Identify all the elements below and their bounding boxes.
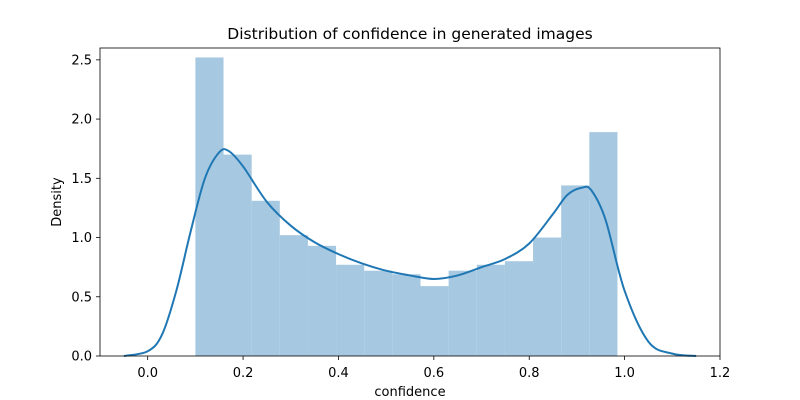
y-tick-label: 0.5 (71, 290, 92, 305)
x-axis-ticks: 0.0 0.2 0.4 0.6 0.8 1.0 1.2 (137, 356, 730, 381)
y-tick-label: 1.0 (71, 231, 92, 246)
x-tick-label: 0.6 (424, 366, 445, 381)
x-tick-label: 1.2 (710, 366, 731, 381)
histogram-bar (307, 245, 337, 356)
y-tick-label: 1.5 (71, 172, 92, 187)
x-tick-label: 0.4 (328, 366, 349, 381)
histogram-bar (336, 264, 365, 356)
plot-frame (99, 47, 721, 357)
kde-line (123, 148, 697, 357)
histogram-bars (195, 57, 618, 356)
histogram-bar (364, 270, 393, 356)
histogram-bar (448, 270, 477, 356)
x-tick-label: 0.8 (519, 366, 540, 381)
histogram-bar (504, 261, 534, 356)
y-tick-label: 2.0 (71, 113, 92, 128)
x-axis-label: confidence (374, 385, 445, 400)
y-tick-label: 2.5 (71, 53, 92, 68)
histogram-bar (223, 154, 252, 356)
x-tick-label: 0.2 (233, 366, 254, 381)
y-axis-ticks: 0.0 0.5 1.0 1.5 2.0 2.5 (71, 53, 100, 365)
histogram-bar (420, 286, 449, 356)
y-tick-label: 0.0 (71, 350, 92, 365)
histogram-bar (392, 274, 421, 356)
histogram-bar (251, 200, 280, 356)
histogram-bar (476, 264, 505, 356)
histogram-bar (279, 235, 308, 356)
x-tick-label: 0.0 (137, 366, 158, 381)
histogram-bar (195, 57, 224, 356)
histogram-bar (589, 132, 618, 356)
histogram-bar (533, 237, 562, 356)
histogram-bar (561, 185, 590, 356)
x-tick-label: 1.0 (614, 366, 635, 381)
y-axis-label: Density (50, 177, 65, 227)
chart-title: Distribution of confidence in generated … (227, 25, 592, 43)
